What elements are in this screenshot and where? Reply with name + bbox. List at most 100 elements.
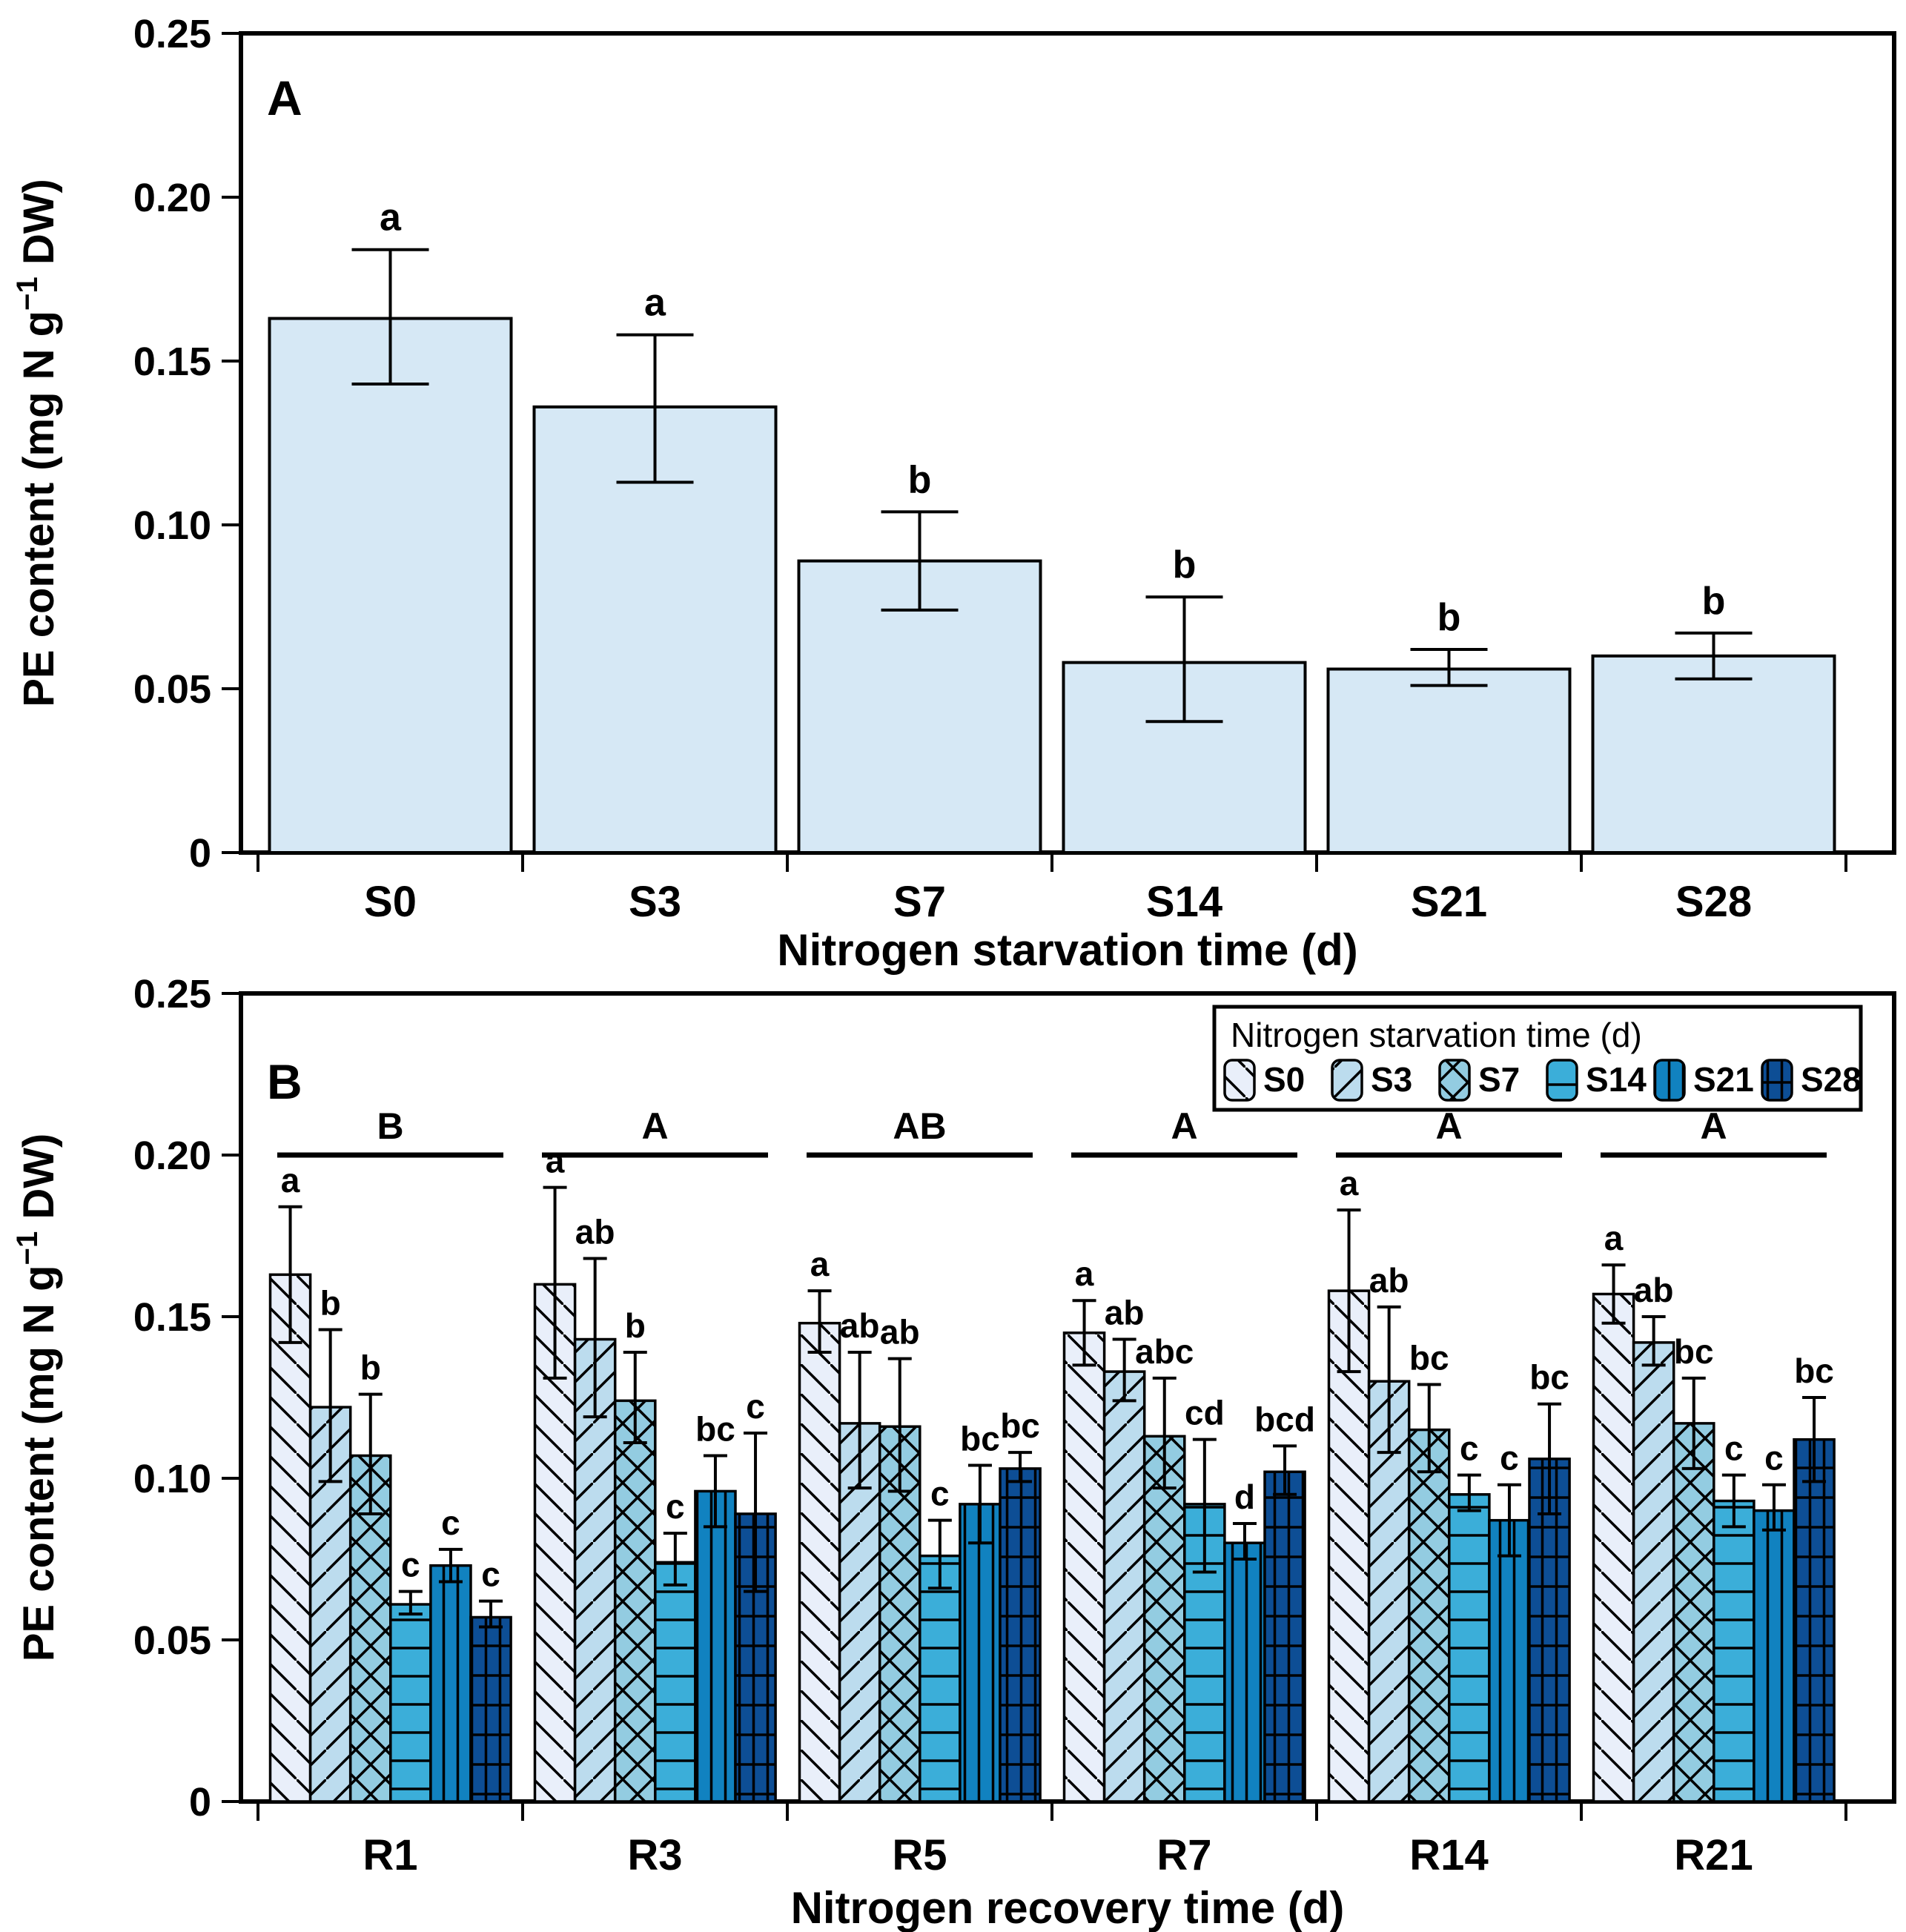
bar-b-R3-S21 (694, 1489, 737, 1803)
bar-b-R14-S3 (1367, 1380, 1411, 1803)
y-axis-title-b: PE content (mg N g−1 DW) (11, 1134, 63, 1662)
sig-letter-b-R7-S3: ab (1105, 1294, 1145, 1332)
y-tick-label-b: 0.20 (133, 1134, 211, 1178)
y-tick-label-a: 0 (189, 831, 211, 876)
panel-letter-a: A (267, 70, 302, 125)
sig-letter-b-R14-S28: bc (1529, 1358, 1569, 1397)
bar-a-S7 (797, 559, 1042, 854)
x-tick-label-b-R14: R14 (1409, 1831, 1488, 1879)
x-tick-label-b-R7: R7 (1156, 1831, 1211, 1879)
bar-a-S28 (1591, 654, 1836, 854)
sig-letter-b-R5-S0: a (810, 1245, 830, 1283)
x-tick-label-b-R21: R21 (1674, 1831, 1753, 1879)
y-tick-label-a: 0.15 (133, 340, 211, 384)
sig-letter-a-S0: a (380, 196, 402, 239)
bar-b-R3-S7 (613, 1399, 657, 1803)
legend-swatch-S28 (1761, 1059, 1793, 1102)
x-tick-label-b-R3: R3 (627, 1831, 682, 1879)
bar-b-R1-S28 (469, 1615, 512, 1803)
bar-a-S0 (268, 317, 513, 855)
x-tick-label-a-S3: S3 (629, 878, 681, 926)
sig-letter-b-R1-S14: c (401, 1546, 420, 1584)
panel-letter-b: B (267, 1054, 302, 1109)
sig-letter-b-R1-S3: b (320, 1283, 341, 1322)
bar-b-R5-S0 (798, 1321, 841, 1803)
sig-letter-b-R1-S28: c (481, 1555, 500, 1594)
group-sig-letter-R5: AB (893, 1105, 946, 1147)
bar-b-R7-S7 (1142, 1435, 1186, 1803)
bar-b-R14-S21 (1488, 1518, 1531, 1803)
sig-letter-b-R7-S7: abc (1135, 1332, 1194, 1371)
legend-label-S0: S0 (1263, 1060, 1305, 1099)
sig-letter-b-R1-S7: b (360, 1349, 381, 1387)
sig-letter-a-S21: b (1437, 596, 1461, 639)
group-sig-letter-R21: A (1700, 1105, 1727, 1147)
bar-b-R14-S14 (1448, 1493, 1491, 1803)
sig-letter-b-R14-S3: ab (1369, 1261, 1409, 1300)
legend-label-S3: S3 (1371, 1060, 1412, 1099)
legend-title: Nitrogen starvation time (d) (1231, 1016, 1642, 1054)
sig-letter-a-S7: b (908, 458, 932, 501)
bar-b-R3-S14 (654, 1561, 697, 1803)
sig-letter-b-R21-S7: bc (1674, 1332, 1714, 1371)
sig-letter-b-R3-S21: bc (695, 1409, 735, 1448)
sig-letter-b-R5-S21: bc (960, 1420, 1000, 1458)
sig-letter-b-R21-S28: bc (1794, 1352, 1834, 1390)
sig-letter-b-R3-S7: b (625, 1306, 646, 1345)
bar-a-S21 (1326, 667, 1572, 854)
sig-letter-b-R14-S21: c (1500, 1439, 1519, 1478)
legend-swatch-S0 (1223, 1059, 1256, 1102)
sig-letter-b-R1-S0: a (281, 1161, 300, 1200)
sig-letter-b-R21-S14: c (1724, 1429, 1744, 1468)
group-sig-letter-R14: A (1435, 1105, 1462, 1147)
sig-letter-b-R3-S28: c (746, 1387, 765, 1426)
legend-label-S28: S28 (1801, 1060, 1862, 1099)
bar-b-R7-S21 (1223, 1541, 1266, 1803)
group-sig-letter-R1: B (377, 1105, 403, 1147)
sig-letter-b-R1-S21: c (441, 1503, 460, 1542)
bar-b-R1-S21 (429, 1564, 472, 1803)
group-sig-letter-R3: A (641, 1105, 668, 1147)
x-tick-label-b-R1: R1 (363, 1831, 417, 1879)
sig-letter-b-R5-S3: ab (840, 1306, 880, 1345)
bar-b-R21-S21 (1753, 1509, 1796, 1803)
sig-letter-b-R21-S0: a (1604, 1219, 1624, 1257)
bar-b-R1-S0 (268, 1273, 312, 1803)
sig-letter-b-R14-S14: c (1460, 1429, 1479, 1468)
x-axis-title-b: Nitrogen recovery time (d) (791, 1883, 1345, 1932)
bar-b-R5-S14 (919, 1554, 962, 1803)
bar-b-R7-S3 (1102, 1370, 1146, 1803)
sig-letter-b-R14-S7: bc (1409, 1339, 1449, 1377)
sig-letter-b-R21-S3: ab (1634, 1271, 1674, 1309)
legend-box (1212, 1005, 1863, 1112)
y-axis-title-a: PE content (mg N g−1 DW) (11, 179, 63, 707)
legend-label-S7: S7 (1478, 1060, 1520, 1099)
x-tick-label-a-S7: S7 (893, 878, 946, 926)
y-tick-label-a: 0.20 (133, 176, 211, 220)
sig-letter-a-S3: a (644, 282, 666, 325)
sig-letter-b-R5-S7: ab (880, 1313, 920, 1352)
x-tick-label-a-S28: S28 (1675, 878, 1752, 926)
sig-letter-b-R7-S21: d (1234, 1478, 1255, 1516)
bar-b-R21-S28 (1793, 1438, 1836, 1803)
bar-b-R21-S7 (1672, 1422, 1715, 1803)
y-tick-label-b: 0 (189, 1780, 211, 1825)
bar-b-R5-S28 (999, 1467, 1042, 1803)
sig-letter-b-R14-S0: a (1340, 1164, 1359, 1202)
sig-letter-b-R3-S3: ab (575, 1213, 615, 1251)
sig-letter-b-R3-S0: a (546, 1142, 565, 1180)
x-tick-label-b-R5: R5 (892, 1831, 947, 1879)
y-tick-label-a: 0.05 (133, 667, 211, 712)
bar-b-R5-S21 (959, 1503, 1002, 1803)
bar-b-R21-S3 (1632, 1341, 1675, 1803)
sig-letter-b-R21-S21: c (1764, 1439, 1784, 1478)
x-axis-title-a: Nitrogen starvation time (d) (777, 925, 1357, 975)
y-tick-label-b: 0.05 (133, 1618, 211, 1663)
sig-letter-b-R7-S14: cd (1185, 1394, 1225, 1432)
bar-b-R7-S0 (1062, 1331, 1106, 1803)
legend-swatch-S14 (1546, 1059, 1578, 1102)
y-tick-label-b: 0.25 (133, 972, 211, 1016)
bar-b-R1-S14 (389, 1603, 432, 1803)
